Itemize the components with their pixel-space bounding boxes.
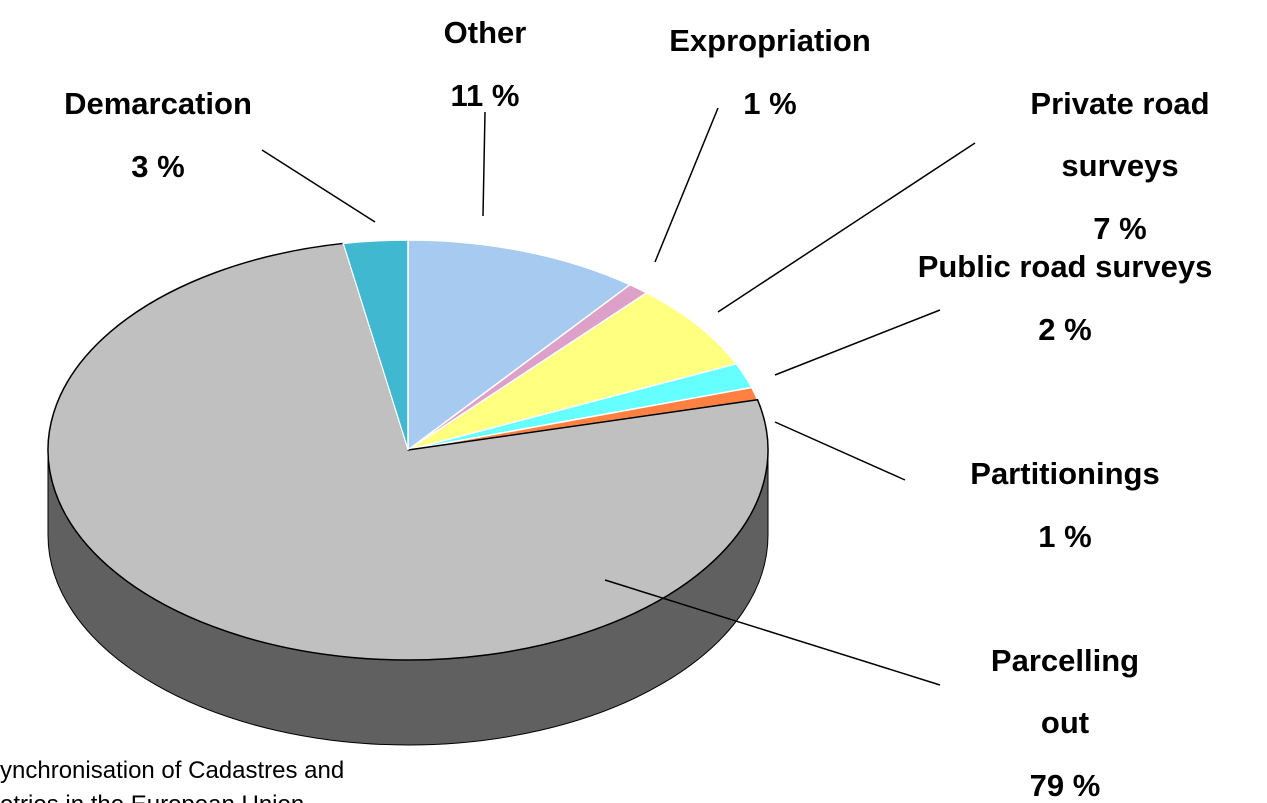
- category-name: Partitionings: [970, 456, 1160, 491]
- value-label: 1 %: [1038, 519, 1092, 554]
- leader-line: [774, 421, 906, 481]
- slice-label: Demarcation 3 %: [8, 73, 308, 198]
- category-name: Expropriation: [669, 23, 871, 58]
- category-name: Other: [443, 15, 527, 50]
- slice-label: Parcelling out 79 %: [975, 630, 1155, 803]
- leader-line: [774, 309, 941, 376]
- value-label: 7 %: [1093, 211, 1147, 246]
- value-label: 11 %: [450, 78, 520, 113]
- slice-label: Partitionings 1 %: [915, 443, 1215, 568]
- slice: [407, 239, 632, 452]
- category-name: Public road surveys: [917, 249, 1213, 284]
- value-label: 79 %: [1029, 768, 1101, 803]
- category-name: Private road surveys: [1030, 86, 1210, 183]
- footer-text: ynchronisation of Cadastres and: [0, 757, 344, 784]
- slice-label: Other 11 %: [385, 2, 585, 127]
- leader-line: [261, 149, 376, 223]
- leader-line: [604, 579, 941, 686]
- slice-label: Private road surveys 7 %: [970, 73, 1267, 260]
- leader-lines: [261, 107, 976, 686]
- value-label: 3 %: [131, 149, 185, 184]
- slice-label: Expropriation 1 %: [620, 10, 920, 135]
- category-name: Parcelling out: [990, 643, 1140, 740]
- leader-line: [482, 111, 486, 217]
- value-label: 1 %: [743, 86, 797, 121]
- footer-text: etries in the European Union: [0, 791, 304, 803]
- value-label: 2 %: [1038, 312, 1092, 347]
- pie: [47, 239, 769, 746]
- slice: [342, 239, 409, 451]
- slice: [47, 242, 769, 661]
- leader-line: [717, 142, 976, 313]
- category-name: Demarcation: [64, 86, 252, 121]
- leader-line: [654, 107, 719, 263]
- slice: [407, 291, 738, 451]
- slice-label: Public road surveys 2 %: [915, 236, 1215, 361]
